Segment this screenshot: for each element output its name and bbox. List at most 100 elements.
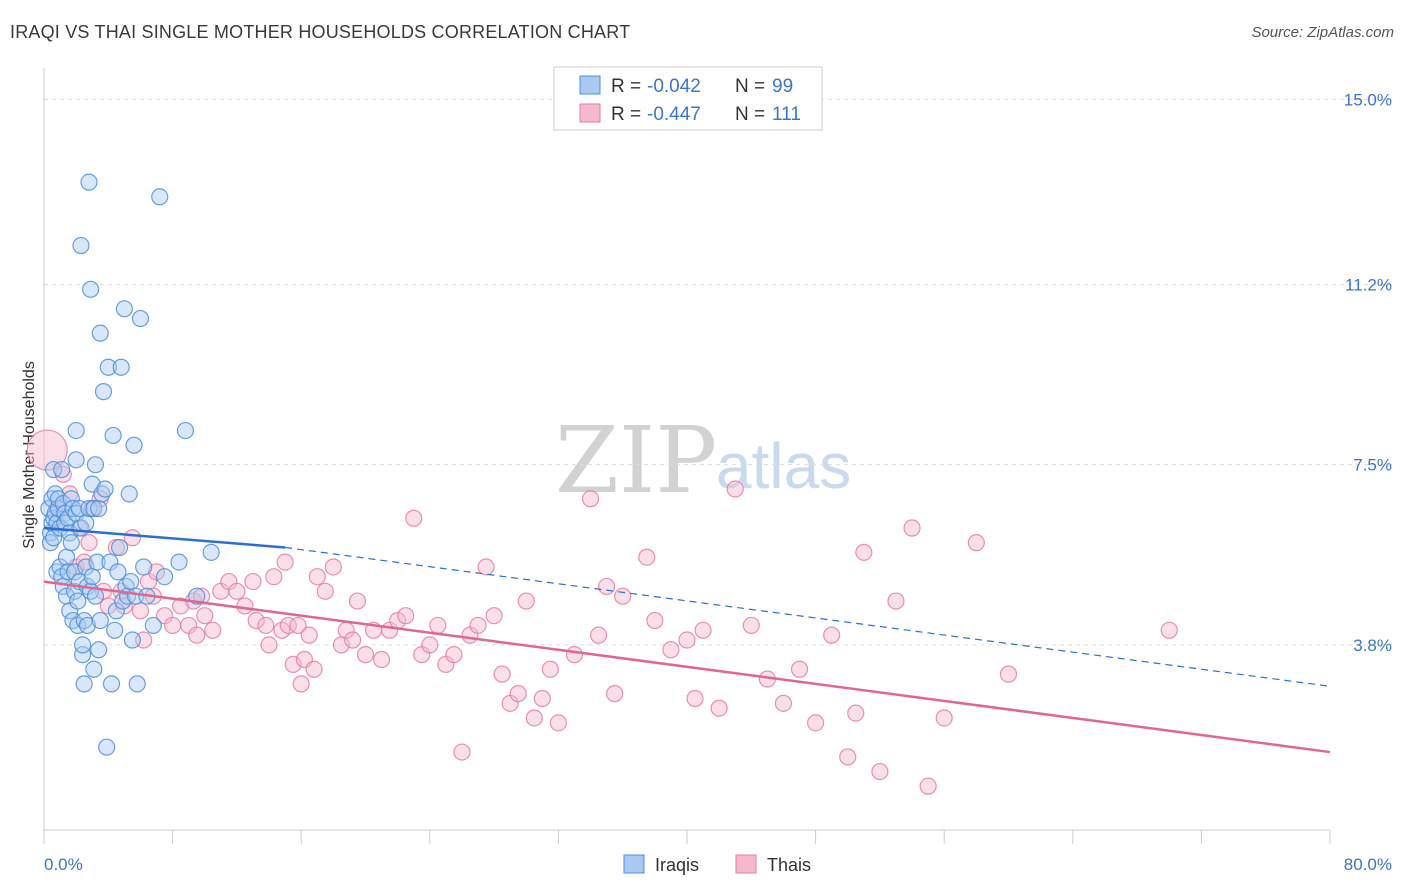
iraqi-point (176, 421, 195, 440)
iraqi-trend-line (43, 526, 286, 549)
bottom-legend-iraqis: Iraqis (655, 855, 699, 875)
legend-thais-n-value: 111 (772, 104, 801, 125)
thai-point (549, 714, 568, 732)
thai-point (999, 665, 1018, 683)
y-axis-tick-labels: 3.8% 7.5% 11.2% 15.0% (1344, 90, 1392, 655)
thai-point (324, 558, 342, 576)
thai-point (279, 616, 297, 635)
thai-point (405, 509, 423, 527)
thai-point (204, 621, 222, 639)
iraqi-point (88, 553, 106, 571)
chart-title: IRAQI VS THAI SINGLE MOTHER HOUSEHOLDS C… (10, 22, 631, 42)
thai-point (790, 660, 809, 678)
iraqi-point (56, 514, 74, 532)
iraqi-point (78, 616, 97, 635)
iraqi-point (102, 675, 121, 693)
thai-point (806, 714, 825, 732)
iraqi-point (106, 621, 124, 639)
thai-point (164, 616, 182, 635)
thai-point (967, 534, 985, 552)
iraqi-point (125, 436, 143, 454)
thai-point (260, 636, 278, 654)
iraqi-point (83, 568, 101, 586)
thai-point (533, 689, 551, 708)
legend-thais-r-label: R = (611, 104, 641, 125)
x-tick-label-max: 80.0% (1344, 855, 1392, 874)
watermark: ZIP atlas (555, 407, 851, 514)
thai-point (356, 646, 375, 664)
iraqi-trend-extension (285, 546, 1331, 687)
iraqi-point (49, 490, 68, 508)
thai-point (509, 685, 527, 703)
thai-point (871, 762, 889, 781)
thai-point (726, 480, 744, 498)
thai-point (517, 592, 535, 610)
iraqi-point (69, 592, 87, 610)
thai-point (678, 631, 696, 649)
thai-point (147, 563, 166, 581)
iraqi-point (59, 509, 77, 527)
watermark-zip: ZIP (555, 407, 717, 514)
thai-point (1160, 621, 1178, 639)
thai-point (485, 607, 503, 625)
iraqi-point (91, 324, 109, 342)
y-tick-label: 7.5% (1353, 456, 1392, 475)
iraqi-point (144, 616, 162, 635)
bottom-legend-swatch-iraqis (623, 854, 645, 874)
iraqi-point (77, 558, 95, 576)
thai-point (469, 616, 487, 635)
thai-point (541, 660, 559, 678)
iraqi-point (73, 636, 92, 654)
thai-point (276, 553, 294, 571)
legend-iraqis-n-value: 99 (772, 76, 793, 97)
iraqi-point (80, 499, 98, 518)
iraqi-point (99, 358, 117, 376)
iraqi-point (77, 514, 95, 532)
iraqi-point (90, 641, 108, 659)
thai-point (26, 429, 68, 471)
iraqi-point (75, 675, 93, 693)
thai-point (305, 660, 323, 678)
iraqi-point (86, 587, 105, 605)
thai-point (686, 689, 704, 708)
thai-point (638, 548, 656, 566)
thai-point (196, 607, 214, 625)
iraqi-point (107, 602, 125, 620)
thai-point (646, 611, 664, 630)
iraqi-point (73, 646, 92, 664)
iraqi-point (43, 490, 61, 508)
thai-trend-line (43, 580, 1331, 754)
thai-point (598, 577, 616, 596)
thai-point (774, 694, 793, 712)
iraqi-point (57, 587, 76, 605)
thai-point (823, 626, 841, 644)
iraqi-point (82, 280, 100, 298)
iraqi-point (86, 456, 105, 474)
legend-iraqis-n-label: N = (735, 76, 765, 97)
iraqi-point (170, 553, 188, 571)
iraqi-point (65, 563, 84, 581)
y-axis-label: Single Mother Households (21, 361, 38, 549)
x-tick-label-min: 0.0% (44, 855, 83, 874)
iraqi-point (57, 548, 76, 566)
iraqi-point (115, 300, 133, 318)
thai-point (172, 597, 190, 615)
watermark-atlas: atlas (716, 430, 851, 502)
thai-point (228, 582, 246, 600)
legend-swatch-thais (579, 103, 601, 123)
thai-point (847, 704, 865, 722)
iraqi-point (85, 499, 103, 518)
iraqi-point (202, 543, 220, 561)
thai-point (887, 592, 905, 610)
thai-point (935, 709, 953, 727)
y-tick-label: 11.2% (1345, 275, 1392, 294)
thai-point (919, 777, 937, 795)
legend-thais-n-label: N = (735, 104, 765, 125)
iraqi-point (93, 485, 111, 503)
thai-point (372, 650, 391, 669)
iraqi-point (112, 358, 130, 376)
iraqi-point (151, 188, 169, 206)
thai-point (445, 646, 463, 664)
legend-iraqis-r-label: R = (611, 76, 641, 97)
iraqi-point (98, 738, 116, 756)
